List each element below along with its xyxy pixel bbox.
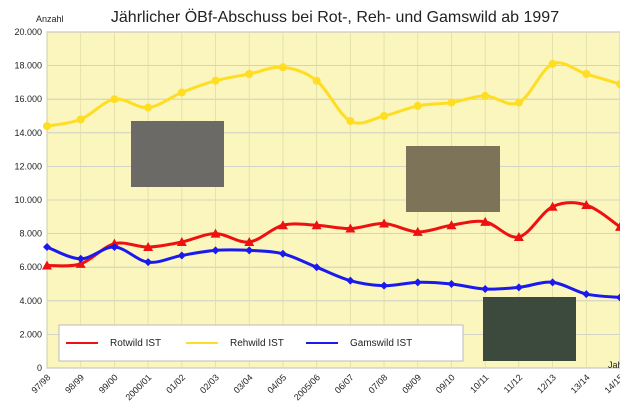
legend-label: Gamswild IST [350,338,412,349]
x-tick-label: 97/98 [29,372,52,395]
x-tick-label: 2005/06 [292,372,322,402]
x-axis-label: Jahr [608,360,620,370]
marker [380,112,388,120]
x-tick-label: 04/05 [265,372,288,395]
y-tick-label: 12.000 [14,161,42,171]
y-tick-label: 8.000 [19,229,42,239]
marker [313,77,321,85]
x-tick-label: 11/12 [502,372,525,395]
marker [178,88,186,96]
marker [549,60,557,68]
marker [481,92,489,100]
x-tick-label: 01/02 [164,372,187,395]
photo [406,146,500,212]
marker [447,99,455,107]
x-tick-label: 07/08 [366,372,389,395]
y-tick-label: 2.000 [19,329,42,339]
x-tick-label: 06/07 [333,372,356,395]
x-tick-label: 08/09 [400,372,423,395]
marker [212,77,220,85]
photo [483,297,576,361]
x-tick-label: 98/99 [63,372,86,395]
marker [279,63,287,71]
x-tick-label: 03/04 [232,372,255,395]
y-tick-label: 0 [37,363,42,373]
marker [245,70,253,78]
legend-label: Rehwild IST [230,338,284,349]
marker [110,95,118,103]
x-tick-label: 10/11 [468,372,491,395]
chart: Jährlicher ÖBf-Abschuss bei Rot-, Reh- u… [0,0,620,406]
x-tick-label: 09/10 [434,372,457,395]
marker [515,99,523,107]
y-tick-label: 6.000 [19,262,42,272]
marker [414,102,422,110]
marker [582,70,590,78]
x-tick-label: 02/03 [198,372,221,395]
y-tick-label: 18.000 [14,61,42,71]
x-tick-label: 99/00 [97,372,120,395]
photo [131,121,224,187]
y-tick-label: 14.000 [14,128,42,138]
y-tick-label: 16.000 [14,94,42,104]
marker [144,104,152,112]
marker [43,122,51,130]
x-tick-label: 13/14 [569,372,592,395]
marker [346,117,354,125]
y-axis-label: Anzahl [36,14,64,24]
marker [77,115,85,123]
y-tick-label: 10.000 [14,195,42,205]
x-tick-label: 14/15 [602,372,620,395]
x-tick-label: 2000/01 [123,372,153,402]
y-tick-label: 20.000 [14,27,42,37]
x-tick-label: 12/13 [535,372,558,395]
y-tick-label: 4.000 [19,296,42,306]
legend-label: Rotwild IST [110,338,161,349]
chart-title: Jährlicher ÖBf-Abschuss bei Rot-, Reh- u… [111,8,559,26]
